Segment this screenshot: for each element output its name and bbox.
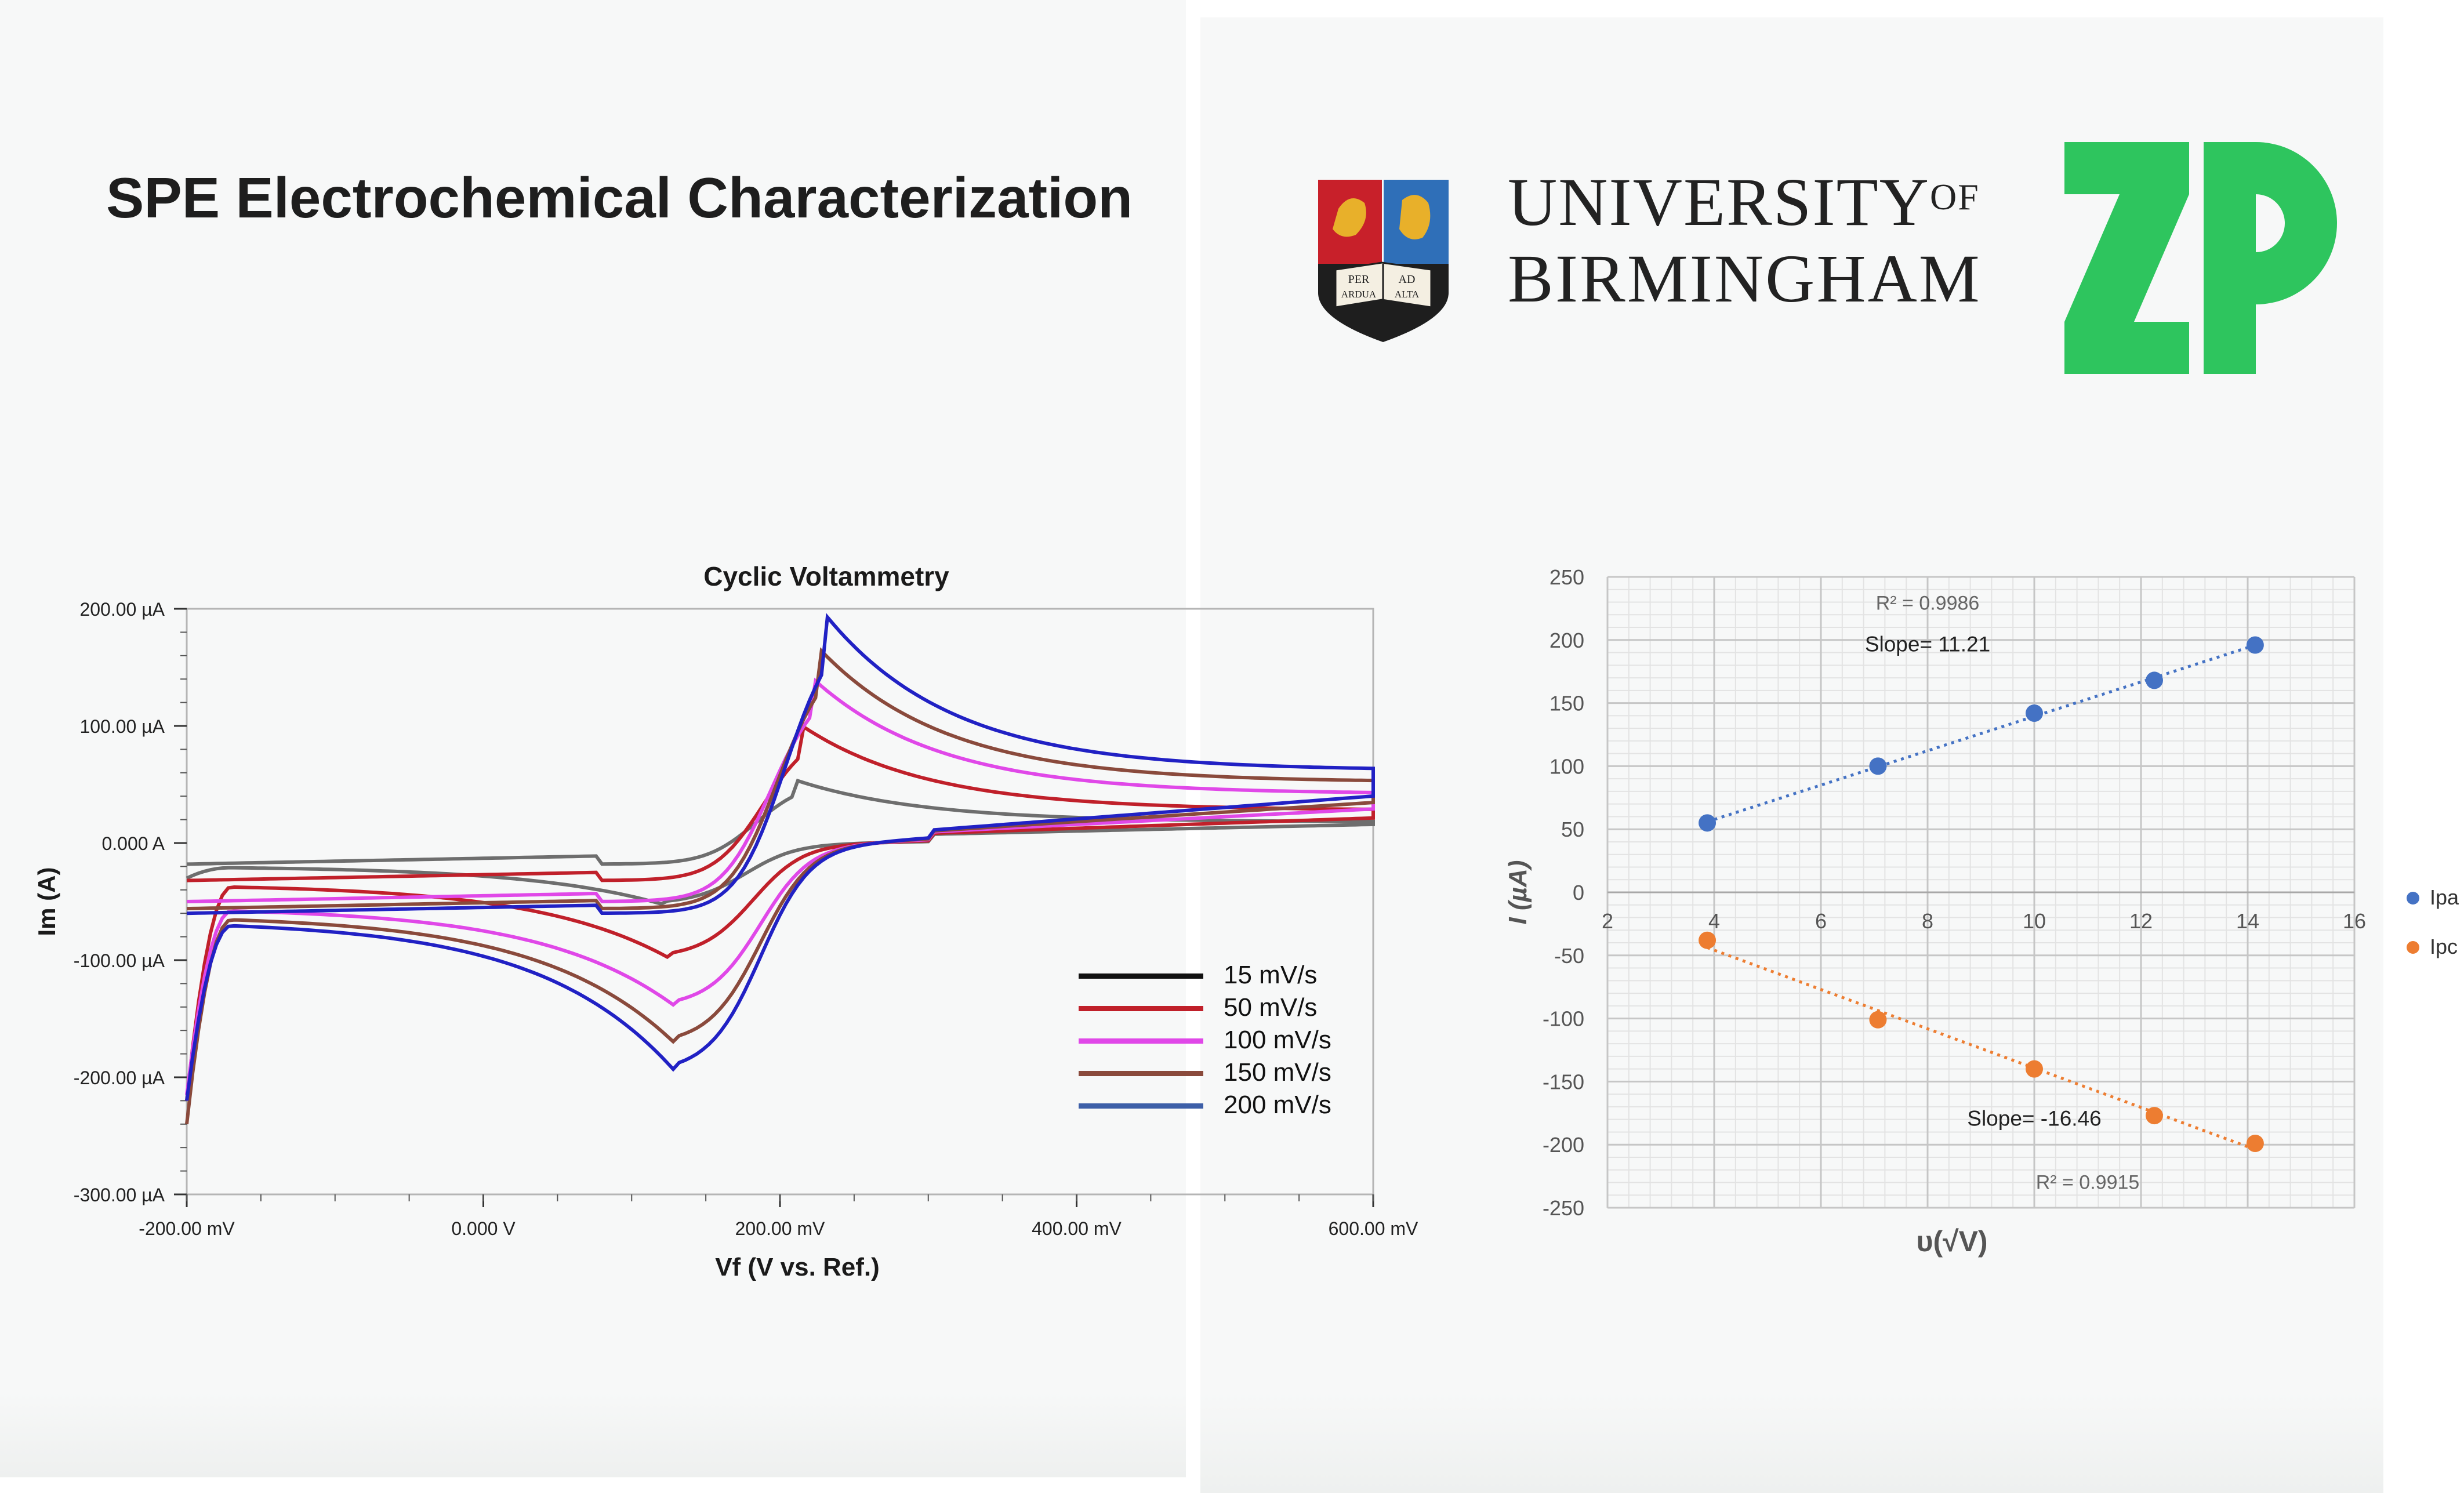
cv-legend-label: 15 mV/s bbox=[1224, 961, 1318, 989]
scatter-x-tick-label: 16 bbox=[2343, 909, 2366, 933]
cv-legend-swatch bbox=[1079, 973, 1203, 979]
crest-motto-per: PER bbox=[1348, 273, 1370, 286]
scatter-y-tick-label: -200 bbox=[1543, 1133, 1584, 1157]
cv-legend-label: 150 mV/s bbox=[1224, 1058, 1331, 1087]
scatter-y-tick-label: 150 bbox=[1549, 692, 1584, 715]
cv-x-tick-label: 0.000 V bbox=[451, 1218, 516, 1239]
ipc-r-squared-label: R² = 0.9915 bbox=[2036, 1171, 2140, 1193]
cv-legend-swatch bbox=[1079, 1038, 1203, 1044]
crest-motto-ad: AD bbox=[1399, 273, 1416, 286]
zp-logo bbox=[2064, 142, 2337, 374]
scatter-x-tick-label: 2 bbox=[1602, 909, 1613, 933]
cv-series-line-100mvs bbox=[185, 677, 1375, 1095]
scatter-legend-marker bbox=[2407, 892, 2419, 904]
cv-x-tick-label: 600.00 mV bbox=[1329, 1218, 1418, 1239]
university-line2: BIRMINGHAM bbox=[1508, 241, 1982, 317]
scatter-point-ipc bbox=[1869, 1011, 1887, 1029]
scatter-point-ipc bbox=[1699, 931, 1717, 949]
scatter-y-tick-label: 100 bbox=[1549, 754, 1584, 778]
cv-legend-label: 100 mV/s bbox=[1224, 1026, 1331, 1054]
left-panel bbox=[0, 0, 1186, 1477]
ipa-r-squared-label: R² = 0.9986 bbox=[1876, 593, 1980, 615]
university-line1: UNIVERSITY bbox=[1508, 164, 1930, 240]
cv-series-line-150mvs bbox=[185, 647, 1375, 1125]
university-wordmark: UNIVERSITYOF BIRMINGHAM bbox=[1508, 168, 1982, 313]
cv-x-tick-label: 200.00 mV bbox=[735, 1218, 825, 1239]
scatter-point-ipc bbox=[2026, 1060, 2043, 1078]
scatter-point-ipc bbox=[2246, 1135, 2264, 1153]
left-panel-fade bbox=[0, 1392, 1186, 1477]
cv-y-tick-label: -200.00 µA bbox=[74, 1067, 165, 1088]
scatter-x-tick-label: 12 bbox=[2129, 909, 2153, 933]
cyclic-voltammetry-chart: Cyclic Voltammetry Vf (V vs. Ref.) Im (A) 2… bbox=[33, 561, 1418, 1281]
scatter-y-tick-label: -250 bbox=[1543, 1196, 1584, 1220]
scatter-y-tick-label: 50 bbox=[1561, 818, 1584, 841]
cv-title: Cyclic Voltammetry bbox=[703, 561, 949, 591]
right-panel-fade bbox=[1200, 1392, 2383, 1493]
scatter-y-tick-label: -100 bbox=[1543, 1007, 1584, 1031]
scatter-point-ipa bbox=[2246, 636, 2264, 654]
scatter-x-tick-label: 4 bbox=[1708, 909, 1720, 933]
cv-series-line-15mvs bbox=[186, 778, 1375, 906]
peak-current-scatter-chart: 250 200 150 100 50 0 -50 -100 -150 -200 -250 2 4 6 8 10… bbox=[1504, 565, 2366, 1258]
scatter-y-axis-label: I (µA) bbox=[1504, 860, 1532, 925]
scatter-y-tick-label: 0 bbox=[1573, 881, 1584, 904]
scatter-x-tick-label: 6 bbox=[1815, 909, 1827, 933]
cv-legend-label: 200 mV/s bbox=[1224, 1091, 1331, 1119]
crest-motto-alta: ALTA bbox=[1395, 289, 1420, 300]
cv-series-line-200mvs bbox=[185, 613, 1375, 1101]
cv-y-tick-label: 0.000 A bbox=[101, 833, 165, 854]
cv-x-axis-label: Vf (V vs. Ref.) bbox=[715, 1253, 880, 1281]
scatter-x-axis-label: υ(√V) bbox=[1916, 1225, 1987, 1258]
scatter-legend-marker bbox=[2407, 941, 2419, 954]
cv-y-tick-label: -100.00 µA bbox=[74, 950, 165, 971]
university-crest-logo: PER ARDUA AD ALTA bbox=[1318, 180, 1449, 342]
cv-y-tick-label: -300.00 µA bbox=[74, 1185, 165, 1205]
cv-legend-swatch bbox=[1079, 1071, 1203, 1076]
scatter-point-ipa bbox=[2146, 671, 2163, 689]
scatter-y-tick-label: 200 bbox=[1549, 629, 1584, 652]
scatter-trendline-ipa bbox=[1707, 644, 2256, 823]
scatter-point-ipc bbox=[2146, 1107, 2163, 1125]
ipc-slope-label: Slope= -16.46 bbox=[1967, 1107, 2101, 1131]
scatter-point-ipa bbox=[1869, 757, 1887, 775]
ipa-slope-label: Slope= 11.21 bbox=[1865, 632, 1990, 656]
crest-motto-ardua: ARDUA bbox=[1341, 289, 1377, 300]
cv-legend-swatch bbox=[1079, 1006, 1203, 1011]
cv-series-line-50mvs bbox=[185, 724, 1375, 1101]
scatter-point-ipa bbox=[2026, 704, 2043, 722]
cv-x-tick-label: -200.00 mV bbox=[139, 1218, 235, 1239]
university-of: OF bbox=[1929, 176, 1980, 217]
cv-y-tick-label: 100.00 µA bbox=[79, 716, 165, 737]
scatter-point-ipa bbox=[1699, 814, 1717, 832]
scatter-y-tick-label: 250 bbox=[1549, 565, 1584, 589]
cv-legend-label: 50 mV/s bbox=[1224, 993, 1318, 1022]
page-title: SPE Electrochemical Characterization bbox=[106, 166, 1133, 230]
cv-legend-swatch bbox=[1079, 1103, 1203, 1109]
scatter-x-tick-label: 10 bbox=[2023, 909, 2046, 933]
scatter-legend-label: Ipc bbox=[2430, 935, 2458, 958]
cv-y-tick-label: 200.00 µA bbox=[79, 599, 165, 620]
scatter-x-tick-label: 14 bbox=[2236, 909, 2259, 933]
scatter-y-tick-label: -50 bbox=[1554, 944, 1584, 968]
cv-y-axis-label: Im (A) bbox=[33, 867, 60, 936]
cv-x-tick-label: 400.00 mV bbox=[1032, 1218, 1122, 1239]
scatter-legend-label: Ipa bbox=[2430, 885, 2459, 909]
scatter-x-tick-label: 8 bbox=[1922, 909, 1933, 933]
scatter-y-tick-label: -150 bbox=[1543, 1070, 1584, 1094]
